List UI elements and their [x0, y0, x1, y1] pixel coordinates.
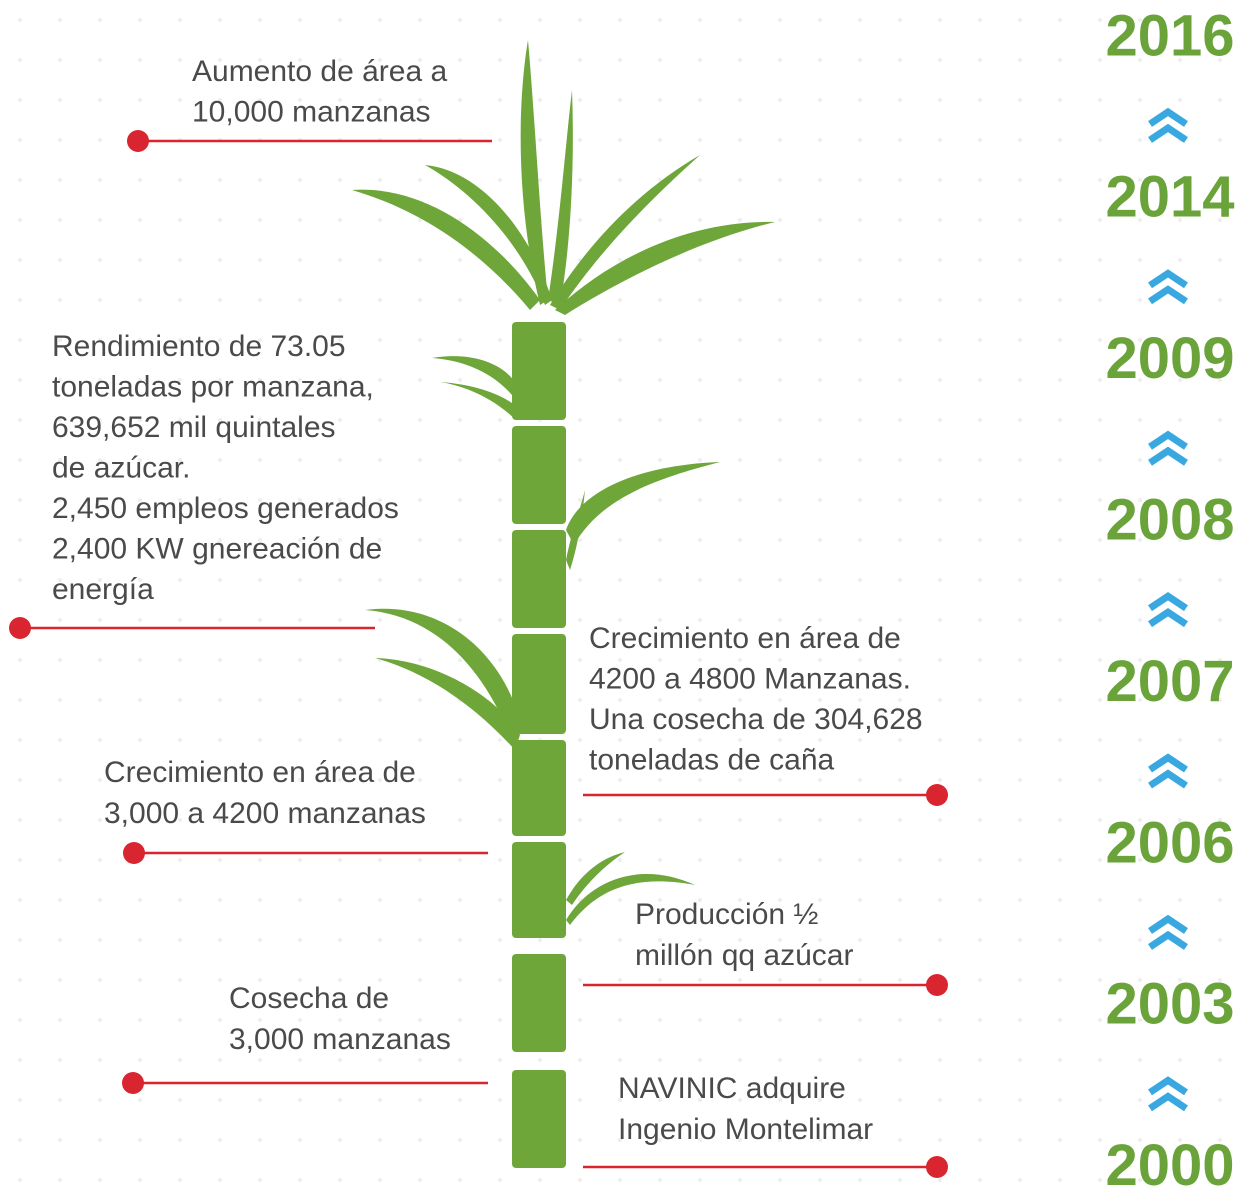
- milestone-text: Rendimiento de 73.05: [52, 330, 346, 363]
- milestone-text: 3,000 manzanas: [229, 1023, 451, 1056]
- connector-dot: [926, 974, 948, 996]
- year-label: 2000: [1105, 1133, 1234, 1198]
- milestone-text: Una cosecha de 304,628: [589, 703, 923, 736]
- year-label: 2003: [1105, 972, 1234, 1037]
- milestone-text: NAVINIC adquire: [618, 1072, 846, 1105]
- milestone-text: Ingenio Montelimar: [618, 1113, 873, 1146]
- year-label: 2016: [1105, 3, 1234, 68]
- milestone-text: Producción ½: [635, 898, 818, 931]
- background: [0, 0, 1246, 1198]
- milestone-text: 2,450 empleos generados: [52, 492, 399, 525]
- year-label: 2009: [1105, 326, 1234, 391]
- connector-dot: [123, 842, 145, 864]
- milestone-text: 4200 a 4800 Manzanas.: [589, 662, 911, 695]
- milestone-text: de azúcar.: [52, 451, 190, 484]
- milestone-text: 10,000 manzanas: [192, 95, 431, 128]
- connector-dot: [926, 1156, 948, 1178]
- year-label: 2006: [1105, 810, 1234, 875]
- connector-dot: [127, 130, 149, 152]
- milestone-text: 3,000 a 4200 manzanas: [104, 797, 426, 830]
- year-label: 2007: [1105, 649, 1234, 714]
- milestone-text: toneladas por manzana,: [52, 370, 374, 403]
- milestone-text: toneladas de caña: [589, 743, 835, 776]
- milestone-text: Cosecha de: [229, 982, 389, 1015]
- milestone-text: Crecimiento en área de: [589, 622, 901, 655]
- year-label: 2014: [1105, 165, 1234, 230]
- milestone-text: Crecimiento en área de: [104, 756, 416, 789]
- infographic: 2016 2014 2009 2008 2007 2006 2003 2000 Aumento …: [0, 0, 1246, 1198]
- milestone-text: 639,652 mil quintales: [52, 411, 336, 444]
- connector-dot: [9, 617, 31, 639]
- connector-dot: [926, 784, 948, 806]
- milestone-text: millón qq azúcar: [635, 939, 853, 972]
- connector-dot: [122, 1072, 144, 1094]
- milestone-text: 2,400 KW gnereación de: [52, 532, 382, 565]
- milestone-text: Aumento de área a: [192, 55, 447, 88]
- year-label: 2008: [1105, 488, 1234, 553]
- milestone-text: energía: [52, 573, 154, 606]
